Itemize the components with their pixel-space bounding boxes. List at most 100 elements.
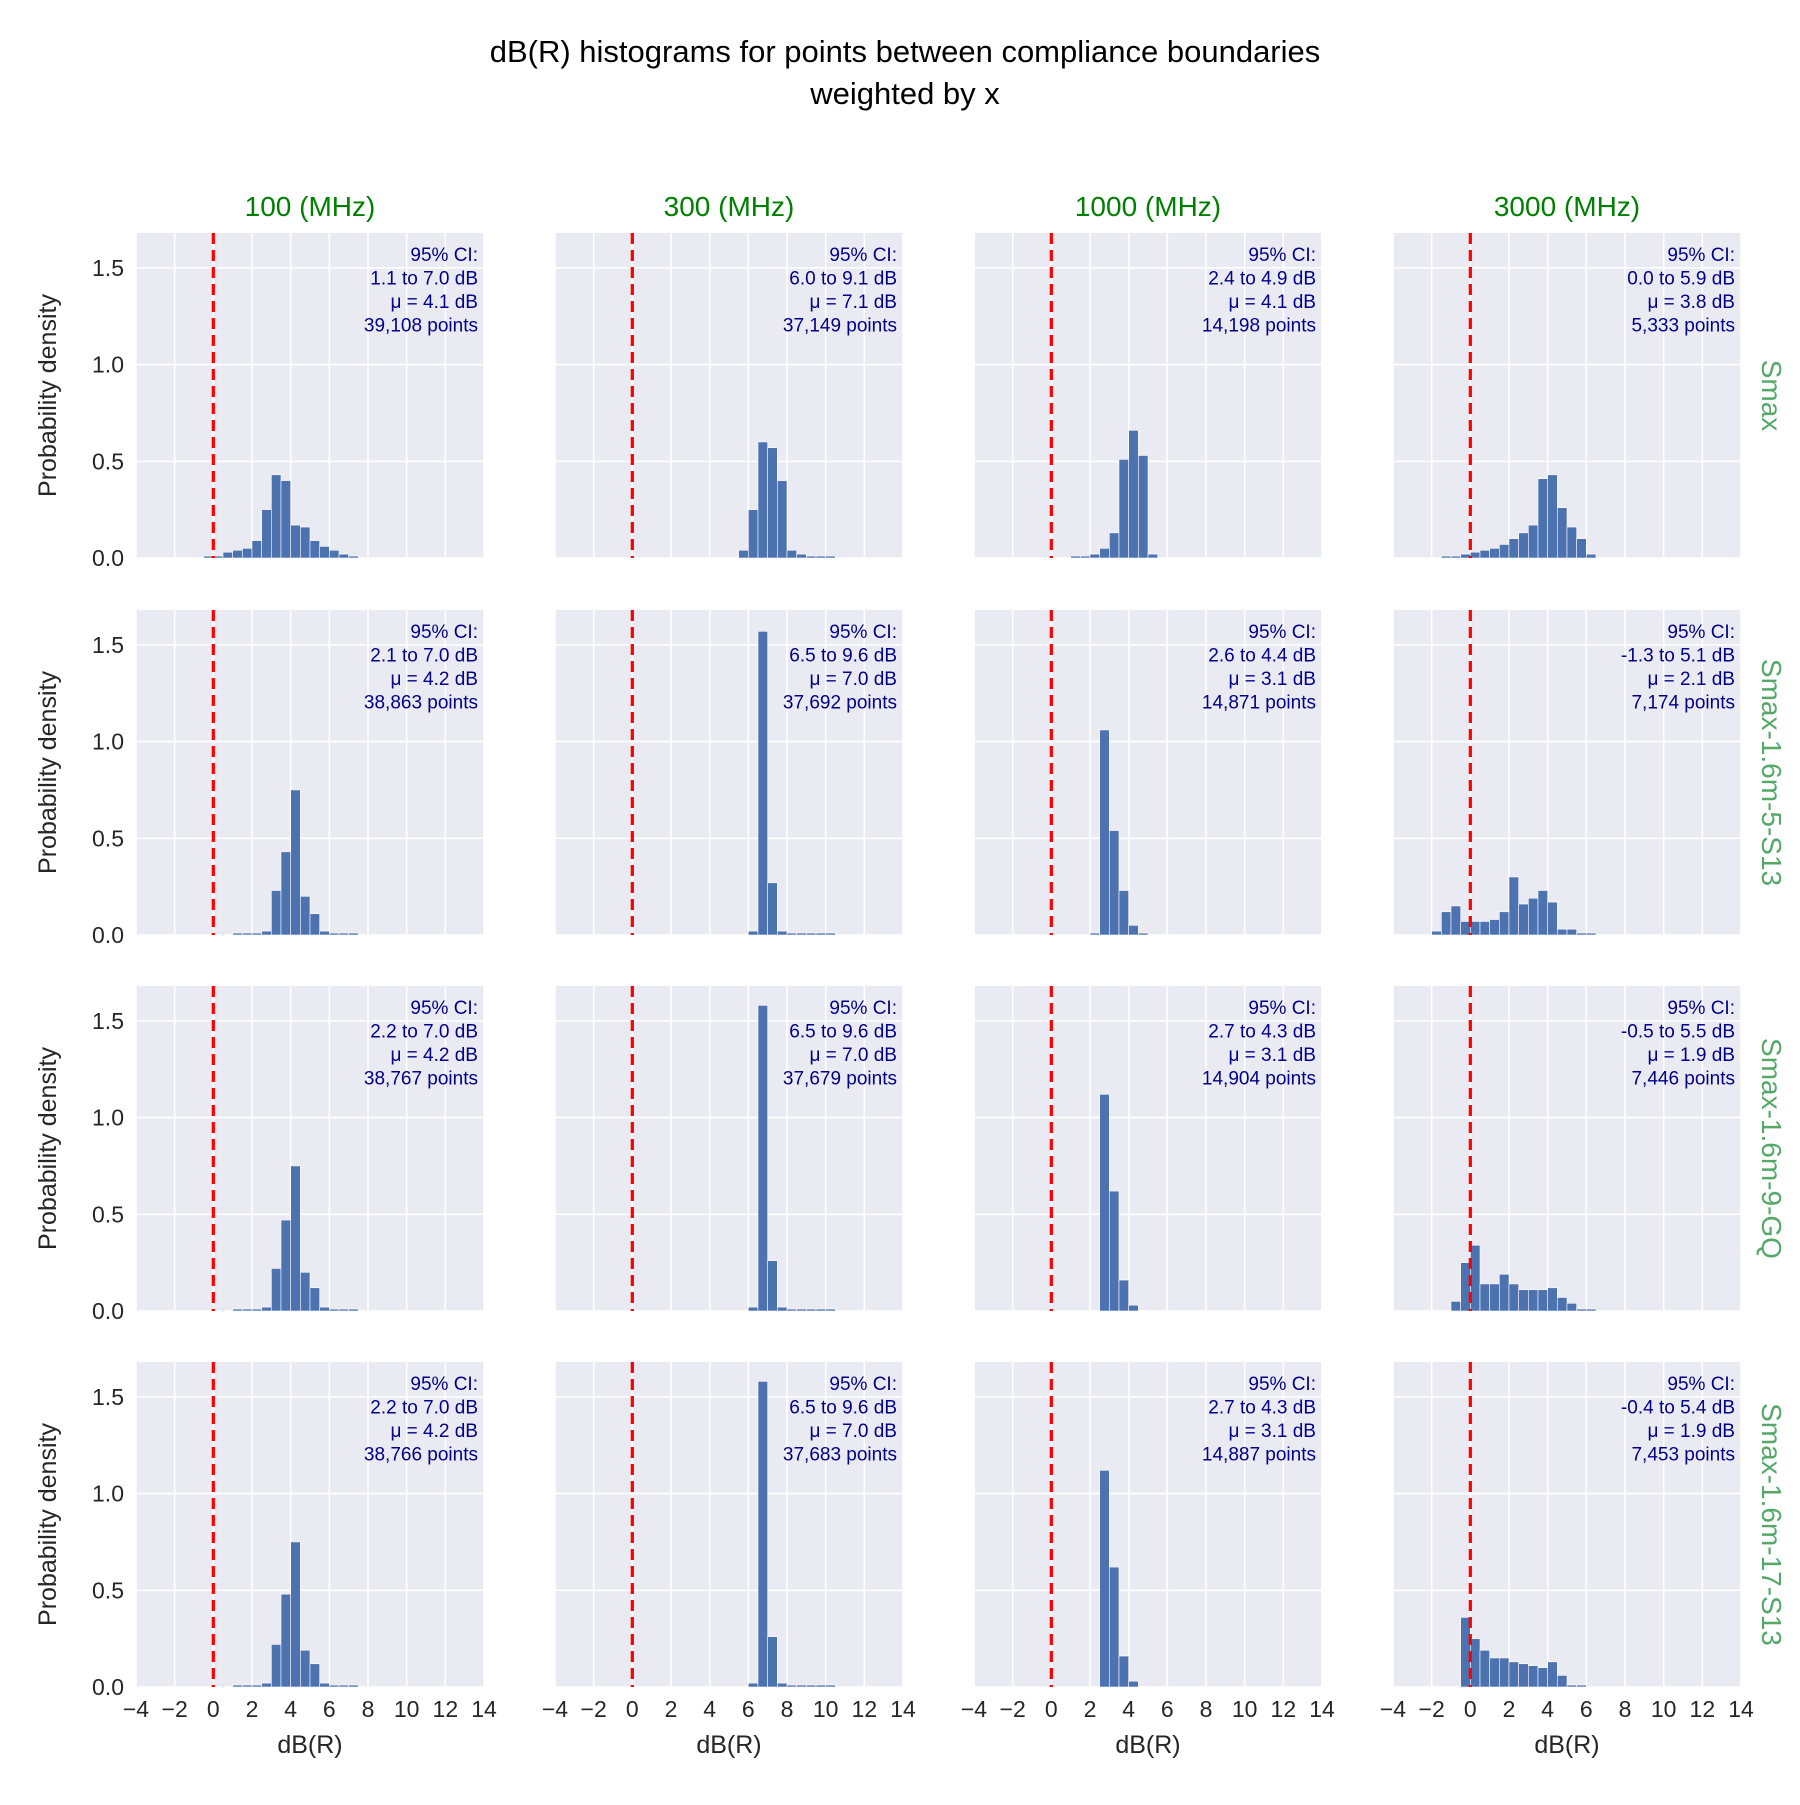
y-tick-label: 1.5 xyxy=(92,255,124,281)
histogram-bar xyxy=(777,930,788,936)
ci-annotation-line: 95% CI: xyxy=(1667,1374,1735,1395)
ci-annotation-line: μ = 7.0 dB xyxy=(809,1421,897,1442)
histogram-panel: 95% CI: 1.1 to 7.0 dBμ = 4.1 dB 39,108 poi… xyxy=(34,233,485,571)
x-tick-label: 4 xyxy=(284,1696,297,1722)
histogram-bar xyxy=(338,1684,349,1688)
panel-background xyxy=(555,986,903,1311)
histogram-bar xyxy=(1586,553,1597,559)
ci-annotation-line: μ = 3.1 dB xyxy=(1228,669,1316,690)
histogram-bar xyxy=(1070,555,1081,559)
x-tick-label: 2 xyxy=(665,1696,678,1722)
ci-annotation-line: 7,453 points xyxy=(1631,1445,1735,1466)
panel-background xyxy=(136,1362,484,1687)
ci-annotation-line: -0.5 to 5.5 dB xyxy=(1621,1022,1735,1043)
histogram-bar xyxy=(1118,890,1129,936)
histogram-bar xyxy=(261,509,272,559)
histogram-panel: 95% CI: 2.1 to 7.0 dBμ = 4.2 dB 38,863 poi… xyxy=(34,610,485,948)
histogram-panel: 95% CI: -1.3 to 5.1 dBμ = 2.1 dB 7,174 poi… xyxy=(1392,610,1742,936)
x-tick-label: 0 xyxy=(1464,1696,1477,1722)
histogram-bar xyxy=(1138,455,1149,559)
y-tick-label: 1.5 xyxy=(92,632,124,658)
histogram-bar xyxy=(1518,532,1529,559)
histogram-bar xyxy=(748,930,759,936)
histogram-bar xyxy=(261,1306,272,1312)
histogram-bar xyxy=(242,548,253,559)
ci-annotation-line: 95% CI: xyxy=(829,1374,897,1395)
histogram-bar xyxy=(290,789,301,936)
x-tick-label: −4 xyxy=(961,1696,987,1722)
ci-annotation-line: μ = 7.0 dB xyxy=(809,669,897,690)
histogram-bar xyxy=(767,1260,778,1312)
histogram-bar xyxy=(1586,1308,1597,1312)
ci-annotation-line: 37,683 points xyxy=(783,1445,897,1466)
histogram-bar xyxy=(815,1308,826,1312)
ci-annotation-line: 95% CI: xyxy=(829,998,897,1019)
histogram-bar xyxy=(1128,1680,1139,1688)
histogram-bar xyxy=(290,1165,301,1312)
ci-annotation-line: 37,692 points xyxy=(783,693,897,714)
histogram-bar xyxy=(777,480,788,559)
histogram-bar xyxy=(280,1219,291,1312)
ci-annotation-line: 7,446 points xyxy=(1631,1069,1735,1090)
histogram-bar xyxy=(222,551,233,559)
histogram-panel: 95% CI: 2.6 to 4.4 dBμ = 3.1 dB 14,871 poi… xyxy=(973,610,1323,936)
ci-annotation-line: 14,198 points xyxy=(1202,316,1316,337)
histogram-bar xyxy=(251,540,262,559)
histogram-bar xyxy=(232,932,243,936)
y-tick-label: 1.5 xyxy=(92,1008,124,1034)
histogram-bar xyxy=(338,932,349,936)
histogram-bar xyxy=(767,447,778,559)
histogram-bar xyxy=(1547,474,1558,559)
x-tick-label: 8 xyxy=(781,1696,794,1722)
histogram-bar xyxy=(271,1268,282,1312)
x-axis-label: dB(R) xyxy=(1534,1731,1599,1759)
y-tick-label: 0.5 xyxy=(92,1201,124,1227)
histogram-bar xyxy=(786,1308,797,1312)
ci-annotation-line: 95% CI: xyxy=(829,245,897,266)
x-tick-label: 12 xyxy=(1271,1696,1297,1722)
histogram-bar xyxy=(1499,1273,1510,1312)
histogram-bar xyxy=(348,555,359,559)
histogram-bar xyxy=(1518,1663,1529,1688)
histogram-bar xyxy=(1547,1661,1558,1688)
histogram-panel: 95% CI: 0.0 to 5.9 dBμ = 3.8 dB 5,333 poin… xyxy=(1392,233,1742,559)
histogram-bar xyxy=(1099,1470,1110,1688)
ci-annotation-line: 38,863 points xyxy=(364,693,478,714)
ci-annotation-line: 95% CI: xyxy=(1248,622,1316,643)
histogram-bar xyxy=(261,1682,272,1688)
row-label: Smax-1.6m-17-S13 xyxy=(1756,1403,1787,1646)
histogram-bar xyxy=(825,1684,836,1688)
histogram-bar xyxy=(309,1287,320,1312)
histogram-bar xyxy=(806,1684,817,1688)
histogram-bar xyxy=(1128,430,1139,559)
x-tick-label: 4 xyxy=(1541,1696,1554,1722)
histogram-bar xyxy=(1479,1649,1490,1688)
histogram-bar xyxy=(251,1684,262,1688)
x-tick-label: 2 xyxy=(1084,1696,1097,1722)
histogram-bar xyxy=(1528,897,1539,936)
histogram-bar xyxy=(1470,1638,1481,1688)
y-axis-label: Probability density xyxy=(34,294,62,497)
panel-background xyxy=(555,610,903,935)
histogram-bar xyxy=(290,1541,301,1688)
histogram-bar xyxy=(329,549,340,559)
ci-annotation-line: 2.1 to 7.0 dB xyxy=(370,646,478,667)
histogram-bar xyxy=(1489,919,1500,936)
histogram-bar xyxy=(1099,729,1110,936)
histogram-bar xyxy=(1508,1661,1519,1688)
row-label: Smax-1.6m-5-S13 xyxy=(1756,659,1787,886)
ci-annotation-line: 95% CI: xyxy=(1248,245,1316,266)
ci-annotation-line: μ = 1.9 dB xyxy=(1647,1045,1735,1066)
histogram-bar xyxy=(1450,905,1461,936)
x-axis-label: dB(R) xyxy=(277,1731,342,1759)
panel-background xyxy=(974,1362,1322,1687)
ci-annotation-line: 95% CI: xyxy=(1248,1374,1316,1395)
x-tick-label: 14 xyxy=(1309,1696,1335,1722)
histogram-bar xyxy=(1099,548,1110,559)
histogram-bar xyxy=(1557,1297,1568,1312)
ci-annotation-line: 2.6 to 4.4 dB xyxy=(1208,646,1316,667)
x-tick-label: 8 xyxy=(362,1696,375,1722)
x-tick-label: 6 xyxy=(1161,1696,1174,1722)
histogram-bar xyxy=(271,474,282,559)
